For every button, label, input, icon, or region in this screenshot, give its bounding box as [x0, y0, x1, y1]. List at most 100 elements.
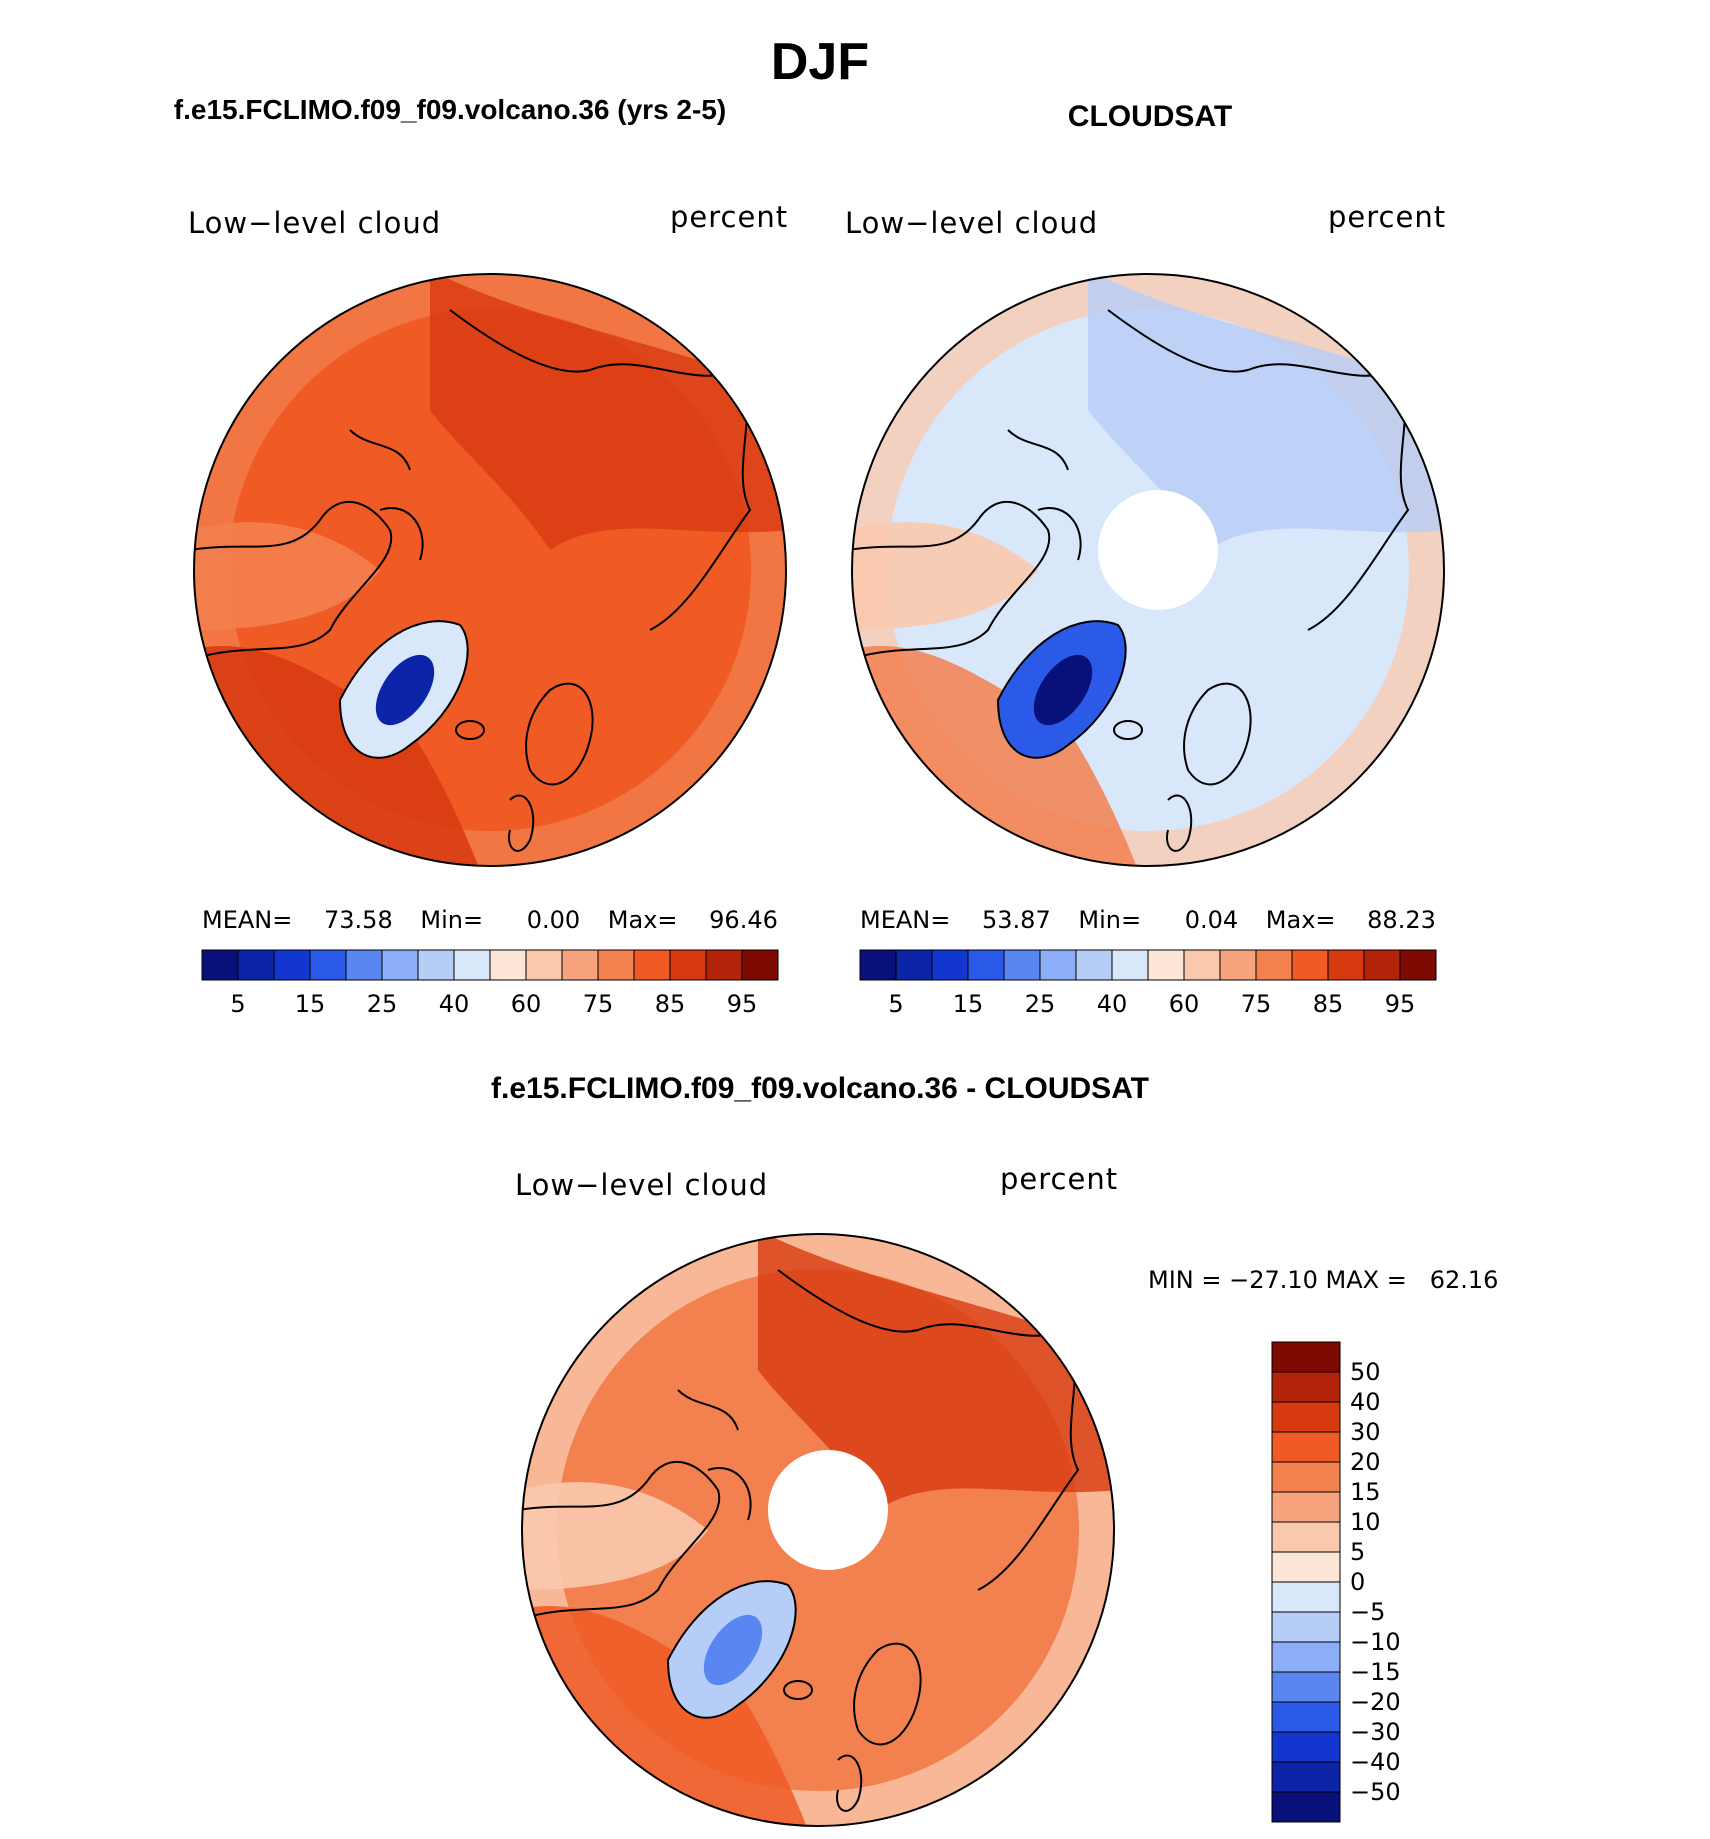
colorbar-tick-label: 10: [1350, 1508, 1381, 1536]
colorbar-swatch: [741, 949, 779, 981]
satellite-no-data-hole: [768, 1450, 888, 1570]
colorbar-swatch: [705, 949, 743, 981]
map-greenland-core: [703, 1614, 763, 1686]
map-eurasia-field: [1088, 274, 1444, 550]
colorbar-tick-label: 5: [230, 990, 245, 1018]
panel1-title: f.e15.FCLIMO.f09_f09.volcano.36 (yrs 2-5…: [173, 94, 727, 125]
panel1-stats: MEAN= 73.58 Min= 0.00 Max= 96.46: [202, 906, 778, 934]
colorbar-swatch: [1271, 1611, 1341, 1643]
colorbar-swatch: [1271, 1341, 1341, 1373]
colorbar-swatch: [1255, 949, 1293, 981]
colorbar-swatch: [1219, 949, 1257, 981]
colorbar-swatch: [1111, 949, 1149, 981]
colorbar-swatch: [1147, 949, 1185, 981]
colorbar-swatch: [1271, 1731, 1341, 1763]
page-title: DJF: [770, 33, 870, 91]
colorbar-tick-label: −40: [1350, 1748, 1401, 1776]
colorbar-swatch: [1327, 949, 1365, 981]
north-america-coastline: [194, 501, 393, 661]
map-greenland-core: [1033, 654, 1093, 726]
colorbar-swatch: [453, 949, 491, 981]
iceland-coastline: [1113, 720, 1143, 740]
panel2-polar-map: [851, 273, 1445, 867]
colorbar-swatch: [1271, 1521, 1341, 1553]
colorbar-swatch: [561, 949, 599, 981]
colorbar-swatch: [967, 949, 1005, 981]
panel2-colorbar: 5 15 25 40 60 75 85 95: [859, 949, 1437, 1018]
colorbar-swatch: [1271, 1401, 1341, 1433]
colorbar-swatch: [1271, 1491, 1341, 1523]
colorbar-tick-label: −20: [1350, 1688, 1401, 1716]
colorbar-swatch: [417, 949, 455, 981]
colorbar-swatch: [1271, 1461, 1341, 1493]
colorbar-tick-label: 5: [888, 990, 903, 1018]
diff-polar-map: [521, 1233, 1115, 1827]
map-canada-field: [852, 522, 1038, 630]
colorbar-swatch: [1271, 1551, 1341, 1583]
greenland-coastline: [666, 1580, 797, 1719]
scandinavia-coastline: [853, 1642, 922, 1746]
panel2-variable: Low−level cloud: [845, 206, 1099, 240]
colorbar-tick-label: 5: [1350, 1538, 1365, 1566]
panel2-max-value: 88.23: [1367, 906, 1436, 934]
panel1-max-value: 96.46: [709, 906, 778, 934]
panel1-units: percent: [670, 200, 789, 234]
colorbar-tick-label: 0: [1350, 1568, 1365, 1596]
british-isles-coastline: [836, 1754, 863, 1812]
colorbar-swatch: [237, 949, 275, 981]
colorbar-swatch: [669, 949, 707, 981]
satellite-no-data-hole: [1098, 490, 1218, 610]
colorbar-swatch: [1271, 1701, 1341, 1733]
diff-panel-variable: Low−level cloud: [515, 1168, 769, 1202]
colorbar-tick-label: −5: [1350, 1598, 1385, 1626]
colorbar-tick-label: 20: [1350, 1448, 1381, 1476]
colorbar-tick-label: 15: [953, 990, 984, 1018]
colorbar-tick-label: 75: [583, 990, 614, 1018]
diff-panel-title: f.e15.FCLIMO.f09_f09.volcano.36 - CLOUDS…: [491, 1072, 1149, 1105]
colorbar-swatch: [1183, 949, 1221, 981]
colorbar-swatch: [1399, 949, 1437, 981]
diff-panel-units: percent: [1000, 1162, 1119, 1196]
colorbar-swatch: [1039, 949, 1077, 981]
panel2-units: percent: [1328, 200, 1447, 234]
panel1-mean-label: MEAN=: [202, 906, 293, 934]
colorbar-tick-label: −10: [1350, 1628, 1401, 1656]
panel1-max-label: Max=: [607, 906, 678, 934]
colorbar-swatch: [859, 949, 897, 981]
colorbar-swatch: [381, 949, 419, 981]
colorbar-swatch: [895, 949, 933, 981]
panel1-min-value: 0.00: [526, 906, 581, 934]
map-greenland-core: [375, 654, 435, 726]
colorbar-swatch: [1271, 1431, 1341, 1463]
colorbar-swatch: [1271, 1581, 1341, 1613]
colorbar-swatch: [1291, 949, 1329, 981]
british-isles-coastline: [508, 794, 535, 852]
colorbar-tick-label: 40: [439, 990, 470, 1018]
scandinavia-coastline: [1183, 682, 1252, 786]
colorbar-swatch: [1271, 1761, 1341, 1793]
colorbar-swatch: [1003, 949, 1041, 981]
panel1-variable: Low−level cloud: [188, 206, 442, 240]
colorbar-tick-label: 85: [655, 990, 686, 1018]
british-isles-coastline: [1166, 794, 1193, 852]
panel1-min-label: Min=: [420, 906, 484, 934]
panel1-polar-map: [193, 273, 787, 867]
colorbar-tick-label: −15: [1350, 1658, 1401, 1686]
map-border: [851, 273, 1445, 867]
colorbar-tick-label: −50: [1350, 1778, 1401, 1806]
colorbar-swatch: [1271, 1791, 1341, 1823]
scandinavia-coastline: [525, 682, 594, 786]
colorbar-swatch: [931, 949, 969, 981]
colorbar-swatch: [201, 949, 239, 981]
panel2-mean-label: MEAN=: [860, 906, 951, 934]
colorbar-swatch: [633, 949, 671, 981]
diff-panel-minmax: MIN = −27.10 MAX = 62.16: [1148, 1266, 1499, 1294]
colorbar-tick-label: 40: [1350, 1388, 1381, 1416]
colorbar-swatch: [273, 949, 311, 981]
map-canada-field: [194, 522, 380, 630]
archipelago-coastline: [349, 429, 424, 561]
colorbar-swatch: [309, 949, 347, 981]
colorbar-tick-label: 95: [1385, 990, 1416, 1018]
colorbar-swatch: [1075, 949, 1113, 981]
map-canada-field: [522, 1482, 708, 1590]
